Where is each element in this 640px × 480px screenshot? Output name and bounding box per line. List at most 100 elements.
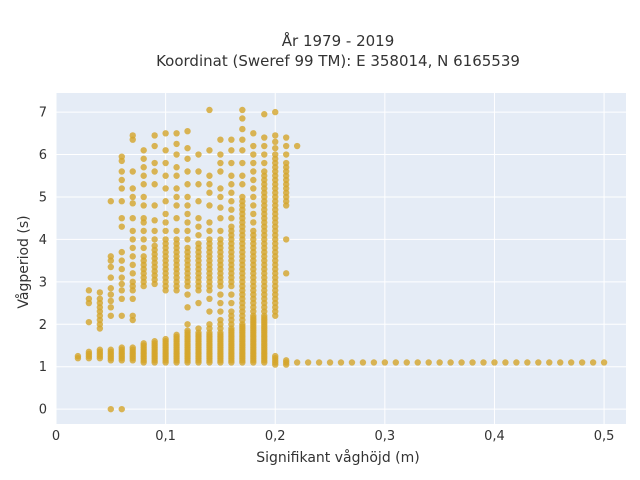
data-point (502, 359, 509, 366)
data-point (118, 257, 125, 264)
y-tick-label: 4 (39, 233, 47, 248)
x-tick-label: 0,3 (375, 429, 396, 444)
data-point (173, 164, 180, 171)
data-point (118, 214, 125, 222)
data-point (381, 359, 389, 366)
x-tick-label: 0,5 (594, 429, 615, 444)
data-point (184, 236, 191, 243)
data-point (162, 185, 169, 192)
data-point (403, 359, 410, 366)
data-point (282, 159, 290, 167)
data-point (239, 125, 246, 133)
data-point (184, 227, 191, 235)
data-point (524, 359, 531, 366)
data-point (480, 359, 487, 366)
data-point (184, 127, 191, 135)
data-point (239, 136, 246, 143)
data-point (206, 202, 213, 209)
data-point (250, 193, 257, 201)
x-axis-ticks: 0 0,1 0,2 0,3 0,4 0,5 (52, 429, 615, 444)
y-tick-label: 6 (39, 148, 47, 163)
data-point (85, 287, 93, 294)
data-point (195, 240, 202, 247)
data-point (250, 130, 257, 137)
data-point (217, 168, 224, 175)
data-point (107, 198, 115, 205)
data-point (151, 338, 158, 345)
data-point (151, 168, 158, 175)
data-point (118, 274, 125, 281)
data-point (184, 144, 191, 152)
data-point (140, 193, 147, 201)
data-point (129, 344, 136, 351)
data-point (184, 181, 191, 188)
data-point (129, 214, 136, 222)
data-point (239, 106, 246, 114)
data-point (162, 172, 169, 179)
data-point (261, 168, 268, 175)
data-point (250, 142, 257, 150)
data-point (195, 231, 202, 239)
y-axis-label: Vågperiod (s) (15, 215, 32, 308)
data-point (425, 359, 432, 366)
data-point (272, 151, 279, 158)
data-point (173, 236, 180, 243)
data-point (217, 308, 224, 315)
data-point (184, 291, 191, 298)
data-point (173, 130, 180, 137)
data-point (173, 214, 180, 222)
data-point (129, 278, 136, 286)
data-point (228, 214, 235, 222)
y-axis-ticks: 0 1 2 3 4 5 6 7 (39, 106, 47, 418)
data-point (217, 193, 224, 201)
data-point (195, 214, 202, 222)
data-point (118, 185, 125, 192)
x-tick-label: 0,2 (265, 429, 286, 444)
data-point (414, 359, 421, 366)
data-point (162, 335, 169, 343)
data-point (272, 144, 279, 152)
y-tick-label: 0 (39, 403, 47, 418)
data-point (140, 202, 147, 209)
data-point (217, 159, 224, 167)
data-point (315, 359, 323, 366)
data-points (74, 106, 608, 413)
data-point (118, 344, 125, 351)
data-point (118, 405, 125, 413)
data-point (140, 172, 147, 179)
data-point (195, 151, 202, 158)
data-point (206, 308, 213, 315)
y-tick-label: 5 (39, 190, 47, 205)
data-point (173, 172, 180, 179)
data-point (589, 359, 597, 366)
data-point (217, 151, 224, 158)
data-point (162, 159, 169, 167)
data-point (567, 359, 575, 366)
data-point (85, 295, 93, 303)
data-point (250, 185, 257, 192)
data-point (162, 236, 169, 243)
data-point (107, 297, 115, 305)
data-point (392, 359, 400, 366)
data-point (162, 147, 169, 154)
data-point (206, 236, 213, 243)
data-point (140, 244, 147, 252)
data-point (173, 140, 180, 148)
data-point (107, 253, 115, 260)
data-point (118, 287, 125, 294)
data-point (85, 318, 93, 326)
data-point (239, 193, 246, 201)
data-point (546, 359, 553, 366)
data-point (140, 214, 147, 222)
x-axis-label: Signifikant våghöjd (m) (256, 449, 419, 466)
data-point (293, 142, 301, 150)
data-point (96, 289, 104, 296)
x-tick-label: 0 (52, 429, 60, 444)
data-point (107, 274, 115, 281)
x-tick-label: 0,4 (484, 429, 505, 444)
data-point (447, 359, 454, 366)
data-point (239, 181, 246, 188)
data-point (195, 223, 202, 230)
